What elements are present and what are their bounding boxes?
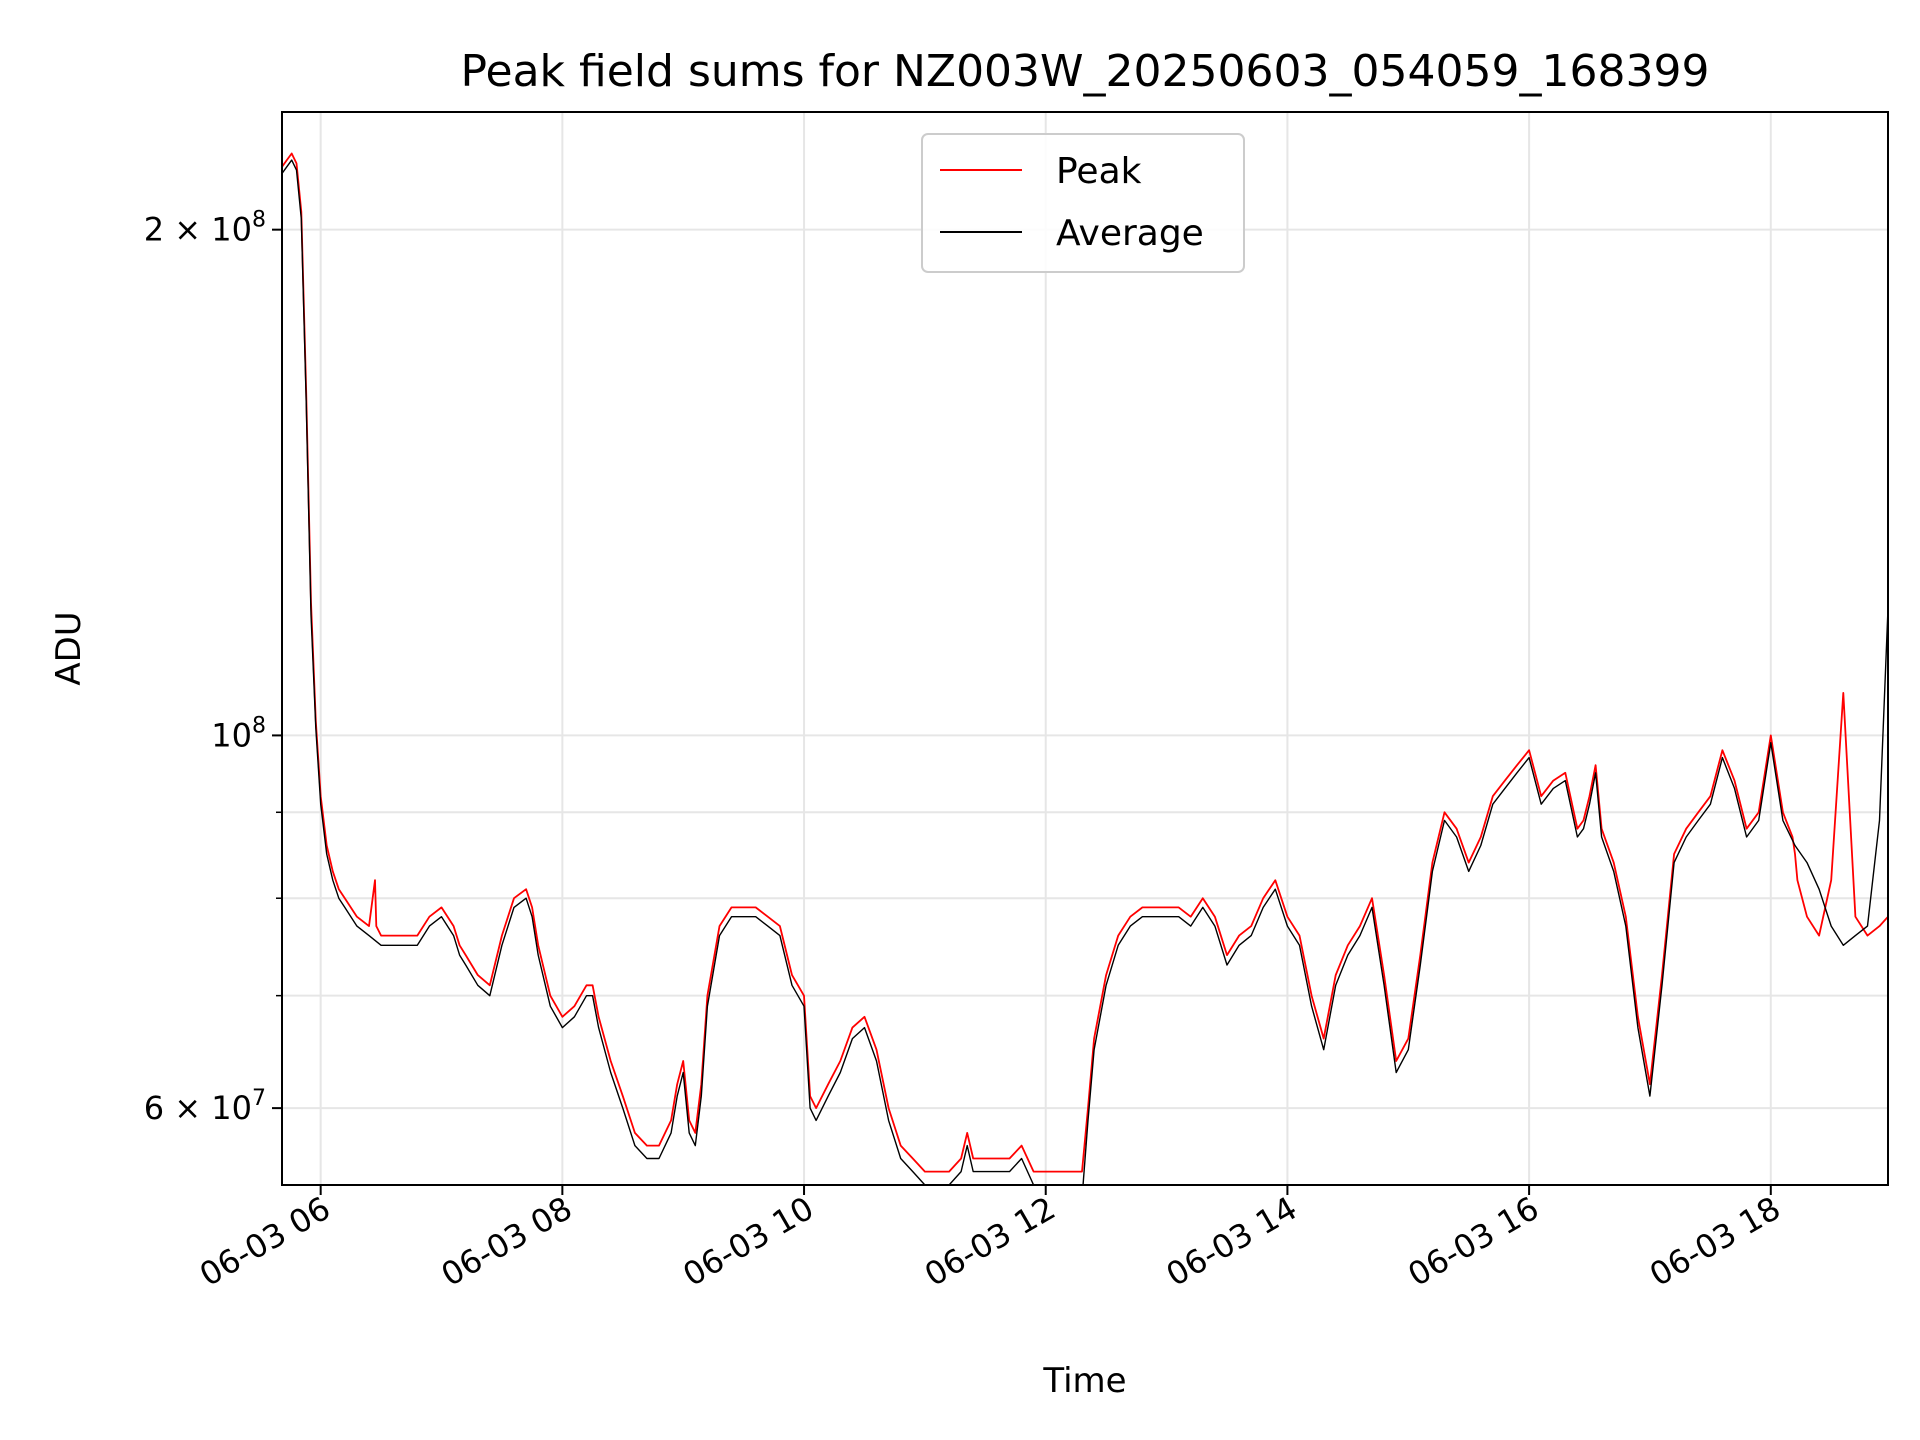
y-tick-label: 108 — [211, 713, 266, 754]
legend-label-average: Average — [1056, 213, 1204, 254]
legend: Peak Average — [921, 133, 1245, 273]
x-axis-label: Time — [1042, 1361, 1126, 1401]
series-line-average — [282, 159, 1888, 1185]
series-line-peak — [282, 152, 1888, 1173]
legend-label-peak: Peak — [1056, 151, 1142, 192]
plot-series — [282, 152, 1888, 1185]
legend-box — [921, 133, 1245, 273]
y-tick-label: 2 × 108 — [144, 208, 266, 249]
plot-frame — [281, 111, 1889, 1186]
y-axis-ticks: 6 × 107 108 2 × 108 — [144, 208, 282, 1127]
chart-title: Peak field sums for NZ003W_20250603_0540… — [461, 46, 1710, 97]
y-axis-label: ADU — [49, 611, 89, 685]
y-tick-label: 6 × 107 — [144, 1086, 266, 1127]
